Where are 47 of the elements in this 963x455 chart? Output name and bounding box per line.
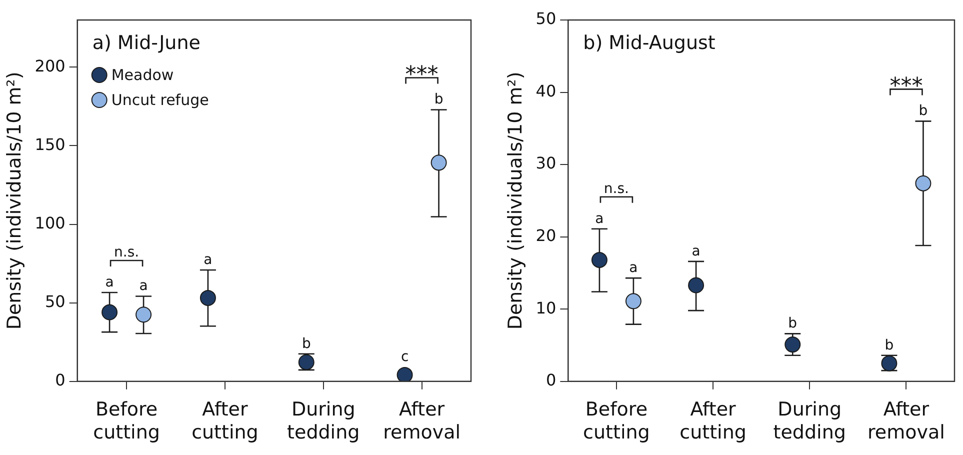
annotation: *** [405,62,438,88]
legend-label: Meadow [111,66,174,84]
annotation: *** [890,74,923,100]
annotation: a [692,243,700,260]
annotation: b [302,336,311,352]
y-tick-label: 100 [34,213,66,232]
y-tick-label: 10 [536,298,556,318]
x-tick-label: Before cutting [583,398,650,444]
text: b) Mid-August [583,32,716,54]
y-tick-label: 200 [34,56,66,76]
annotation: b [884,337,894,354]
x-tick-label: During tedding [773,398,846,444]
y-tick-label: 30 [536,154,556,173]
point [396,366,413,382]
y-tick-label: 50 [536,9,556,28]
y-axis-title: Density (individuals/10 m²) [3,72,26,330]
x-tick-label: During tedding [287,398,360,444]
point [591,252,608,268]
annotation: a [595,210,604,227]
point [102,304,118,320]
point [200,290,216,306]
y-tick-label: 50 [44,292,66,311]
annotation: c [400,348,409,365]
y-tick-label: 20 [536,226,556,245]
x-tick-label: After cutting [192,398,258,444]
annotation: a [139,278,148,294]
annotation: n.s. [604,180,629,197]
text: a) Mid-June [92,32,200,54]
y-tick-label: 0 [546,370,556,390]
annotation: a [105,274,114,290]
annotation: b [918,103,928,120]
annotation: b [788,316,798,332]
y-tick-label: 150 [34,134,66,154]
annotation: n.s. [114,244,140,260]
y-axis-title: Density (individuals/10 m²) [504,72,526,330]
annotation: b [434,92,444,108]
x-tick-label: After removal [868,398,945,444]
point [784,336,801,353]
x-tick-label: Before cutting [93,398,160,444]
x-tick-label: After removal [383,398,460,444]
x-tick-label: After cutting [680,398,746,444]
y-tick-label: 0 [55,370,66,390]
legend-label: Uncut refuge [111,90,209,109]
annotation: a [204,252,212,268]
point [688,277,704,294]
annotation: a [629,260,638,276]
y-tick-label: 40 [536,81,556,100]
